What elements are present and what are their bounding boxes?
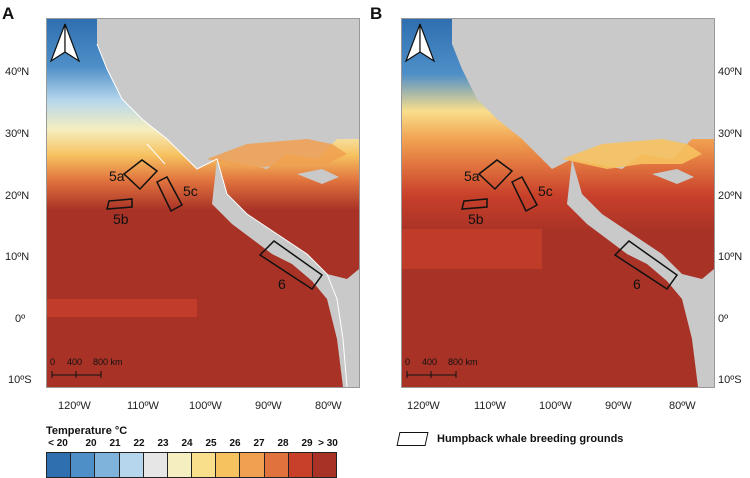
warm-band-a	[47, 299, 197, 317]
legend-swatch-2	[95, 453, 120, 477]
north-arrow-b	[404, 23, 436, 63]
legend-tick: 21	[109, 438, 121, 449]
scale-bar-b: 0 400 800 km	[405, 357, 478, 378]
cuba-land-a	[297, 169, 339, 184]
legend-swatch-6	[192, 453, 217, 477]
label-6-b: 6	[633, 276, 641, 292]
breeding-grounds-legend: Humpback whale breeding grounds	[396, 432, 624, 446]
label-5b-a: 5b	[113, 211, 129, 227]
legend-tick: 25	[205, 438, 217, 449]
legend-swatch-4	[143, 453, 168, 477]
label-5a-b: 5a	[464, 168, 480, 184]
breeding-ground-5a-a[interactable]	[122, 159, 159, 191]
central-south-america-land-b	[567, 159, 714, 387]
gulf-water-a	[207, 139, 347, 169]
legend-title: Temperature °C	[46, 425, 128, 437]
label-5b-b: 5b	[468, 211, 484, 227]
legend-tick: 20	[85, 438, 97, 449]
legend-swatch-9	[264, 453, 289, 477]
legend-swatch-0	[47, 453, 72, 477]
scale-label-0-a: 0	[50, 357, 55, 367]
baja-coast-a	[146, 143, 166, 165]
panel-letter-b: B	[370, 4, 383, 23]
legend-tick: 27	[253, 438, 265, 449]
temperature-color-scale	[46, 452, 337, 478]
lat-label-20n-a: 20ºN	[5, 190, 30, 202]
lat-label-40n-a: 40ºN	[5, 66, 30, 78]
north-arrow-a	[49, 23, 81, 63]
legend-swatch-3	[119, 453, 144, 477]
panel-a: A	[0, 0, 365, 420]
breeding-ground-5c-b[interactable]	[511, 176, 539, 213]
legend-swatch-11	[312, 453, 337, 477]
scale-bar-a: 0 400 800 km	[50, 357, 123, 378]
lon-label-90w-b: 90ºW	[605, 400, 632, 412]
legend-swatch-1	[71, 453, 96, 477]
breeding-ground-swatch	[396, 432, 429, 446]
legend-tick: 22	[133, 438, 145, 449]
lon-label-80w-b: 80ºW	[669, 400, 696, 412]
lat-label-30n-b: 30ºN	[718, 128, 743, 140]
breeding-grounds-label: Humpback whale breeding grounds	[437, 433, 624, 445]
lat-label-10n-b: 10ºN	[718, 251, 743, 263]
lon-label-110w-a: 110ºW	[127, 400, 159, 412]
panel-letter-a: A	[2, 4, 15, 23]
warm-band-b	[402, 229, 542, 269]
lat-label-10s-b: 10ºS	[718, 374, 742, 386]
legend-tick: 29	[301, 438, 313, 449]
scale-label-800-a: 800 km	[93, 357, 123, 367]
breeding-ground-5c-a[interactable]	[156, 176, 184, 213]
breeding-ground-5b-b[interactable]	[461, 198, 488, 210]
scale-label-400-a: 400	[67, 357, 82, 367]
lat-label-10s-a: 10ºS	[8, 374, 32, 386]
north-america-land-b	[452, 19, 714, 169]
legend-tick: 26	[229, 438, 241, 449]
central-south-america-land-a	[212, 159, 359, 387]
gulf-water-b	[562, 139, 702, 169]
scale-label-800-b: 800 km	[448, 357, 478, 367]
north-america-land-a	[97, 19, 359, 169]
coastline-a	[96, 43, 348, 387]
legend-tick: 23	[157, 438, 169, 449]
map-a-svg: 5a 5b 5c 6 0 400 800 km	[47, 19, 359, 387]
lon-label-120w-b: 120ºW	[407, 400, 440, 412]
legend-ticks: < 20 20 21 22 23 24 25 26 27 28 29 > 30	[46, 438, 342, 450]
lat-label-10n-a: 10ºN	[5, 251, 30, 263]
map-a[interactable]: 5a 5b 5c 6 0 400 800 km	[46, 18, 360, 388]
panel-b: B	[355, 0, 742, 420]
label-5a-a: 5a	[109, 168, 125, 184]
lon-label-110w-b: 110ºW	[474, 400, 506, 412]
lat-label-20n-b: 20ºN	[718, 190, 743, 202]
map-b-svg: 5a 5b 5c 6 0 400 800 km	[402, 19, 714, 387]
breeding-ground-5b-a[interactable]	[106, 198, 133, 210]
legend-tick: 28	[277, 438, 289, 449]
legend-swatch-8	[240, 453, 265, 477]
legend-tick: 24	[181, 438, 193, 449]
scale-label-400-b: 400	[422, 357, 437, 367]
lon-label-100w-a: 100ºW	[189, 400, 222, 412]
lat-label-40n-b: 40ºN	[718, 66, 743, 78]
lon-label-80w-a: 80ºW	[315, 400, 342, 412]
lon-label-90w-a: 90ºW	[255, 400, 282, 412]
label-5c-a: 5c	[183, 183, 198, 199]
lon-label-100w-b: 100ºW	[539, 400, 572, 412]
legend-swatch-7	[216, 453, 241, 477]
legend-swatch-10	[288, 453, 313, 477]
legend-tick: < 20	[48, 438, 68, 449]
legend-swatch-5	[167, 453, 193, 477]
lon-label-120w-a: 120ºW	[58, 400, 91, 412]
label-6-a: 6	[278, 276, 286, 292]
lat-label-0-a: 0º	[15, 313, 26, 325]
breeding-ground-6-b[interactable]	[613, 240, 679, 291]
breeding-ground-5a-b[interactable]	[477, 159, 514, 191]
scale-label-0-b: 0	[405, 357, 410, 367]
cuba-land-b	[652, 169, 694, 184]
lat-label-30n-a: 30ºN	[5, 128, 30, 140]
label-5c-b: 5c	[538, 183, 553, 199]
breeding-ground-6-a[interactable]	[258, 240, 324, 291]
map-b[interactable]: 5a 5b 5c 6 0 400 800 km	[401, 18, 715, 388]
lat-label-0-b: 0º	[718, 313, 729, 325]
legend-tick: > 30	[318, 438, 338, 449]
